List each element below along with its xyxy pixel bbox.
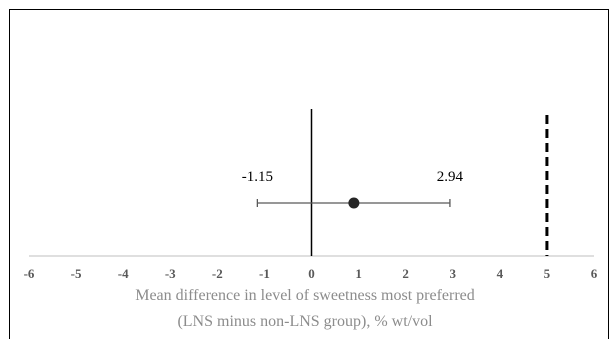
x-tick-label: -4 xyxy=(118,266,129,281)
x-tick-label: 5 xyxy=(544,266,551,281)
x-tick-label: 1 xyxy=(355,266,362,281)
ci-upper-data-label: 2.94 xyxy=(437,169,464,185)
x-tick-label: -5 xyxy=(71,266,82,281)
x-tick-label: -3 xyxy=(165,266,176,281)
x-tick-labels: -6 -5 -4 -3 -2 -1 0 1 2 3 4 5 6 xyxy=(24,266,598,281)
x-tick-label: -1 xyxy=(259,266,270,281)
x-tick-label: -6 xyxy=(24,266,35,281)
point-estimate-marker xyxy=(348,197,360,209)
x-tick-label: 4 xyxy=(497,266,504,281)
x-tick-label: 2 xyxy=(402,266,409,281)
x-tick-label: 0 xyxy=(308,266,315,281)
ci-lower-data-label: -1.15 xyxy=(242,169,273,185)
x-tick-label: -2 xyxy=(212,266,223,281)
x-axis-title-line-2: (LNS minus non-LNS group), % wt/vol xyxy=(177,313,433,330)
x-tick-label: 3 xyxy=(450,266,457,281)
x-tick-label: 6 xyxy=(591,266,598,281)
x-axis-title-line-1: Mean difference in level of sweetness mo… xyxy=(135,287,475,304)
